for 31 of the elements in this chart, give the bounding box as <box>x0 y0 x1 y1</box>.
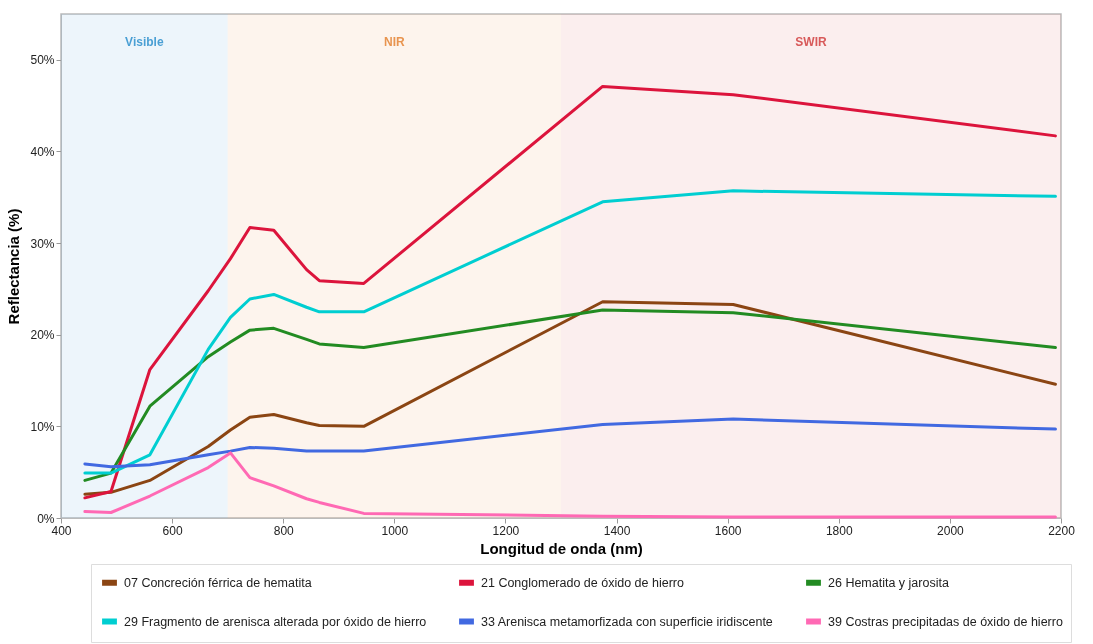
x-tick-label: 400 <box>51 523 72 538</box>
x-tick-label: 2200 <box>1048 523 1076 538</box>
legend-label: 33 Arenisca metamorfizada con superficie iridiscente <box>481 614 773 629</box>
legend-label: 39 Costras precipitadas de óxido de hierro <box>828 614 1063 629</box>
y-tick-label: 20% <box>30 328 55 343</box>
legend-label: 07 Concreción férrica de hematita <box>124 575 312 590</box>
x-tick-label: 1000 <box>381 523 409 538</box>
line-series <box>83 451 1057 519</box>
band-label: Visible <box>125 35 164 49</box>
y-axis-title: Reflectancia (%) <box>5 208 23 325</box>
x-tick-label: 2000 <box>937 523 965 538</box>
x-tick-label: 1600 <box>714 523 742 538</box>
band-label: SWIR <box>795 35 827 49</box>
y-tick-label: 0% <box>37 511 55 526</box>
line-series <box>83 189 1057 475</box>
y-tick-label: 50% <box>30 53 55 68</box>
legend-label: 29 Fragmento de arenisca alterada por óxido de hierro <box>124 614 427 629</box>
x-tick-label: 1400 <box>603 523 631 538</box>
y-tick-label: 10% <box>30 419 55 434</box>
x-axis-title: Longitud de onda (nm) <box>480 539 643 557</box>
band-label: NIR <box>384 35 405 49</box>
x-tick-label: 800 <box>273 523 295 538</box>
y-tick-label: 30% <box>30 236 55 251</box>
line-series <box>83 84 1057 500</box>
x-tick-label: 1800 <box>825 523 853 538</box>
x-tick-label: 600 <box>162 523 183 538</box>
line-series <box>83 417 1057 469</box>
y-tick-label: 40% <box>30 144 55 159</box>
legend-label: 26 Hematita y jarosita <box>828 575 949 590</box>
legend-label: 21 Conglomerado de óxido de hierro <box>481 575 684 590</box>
x-tick-label: 1200 <box>492 523 520 538</box>
